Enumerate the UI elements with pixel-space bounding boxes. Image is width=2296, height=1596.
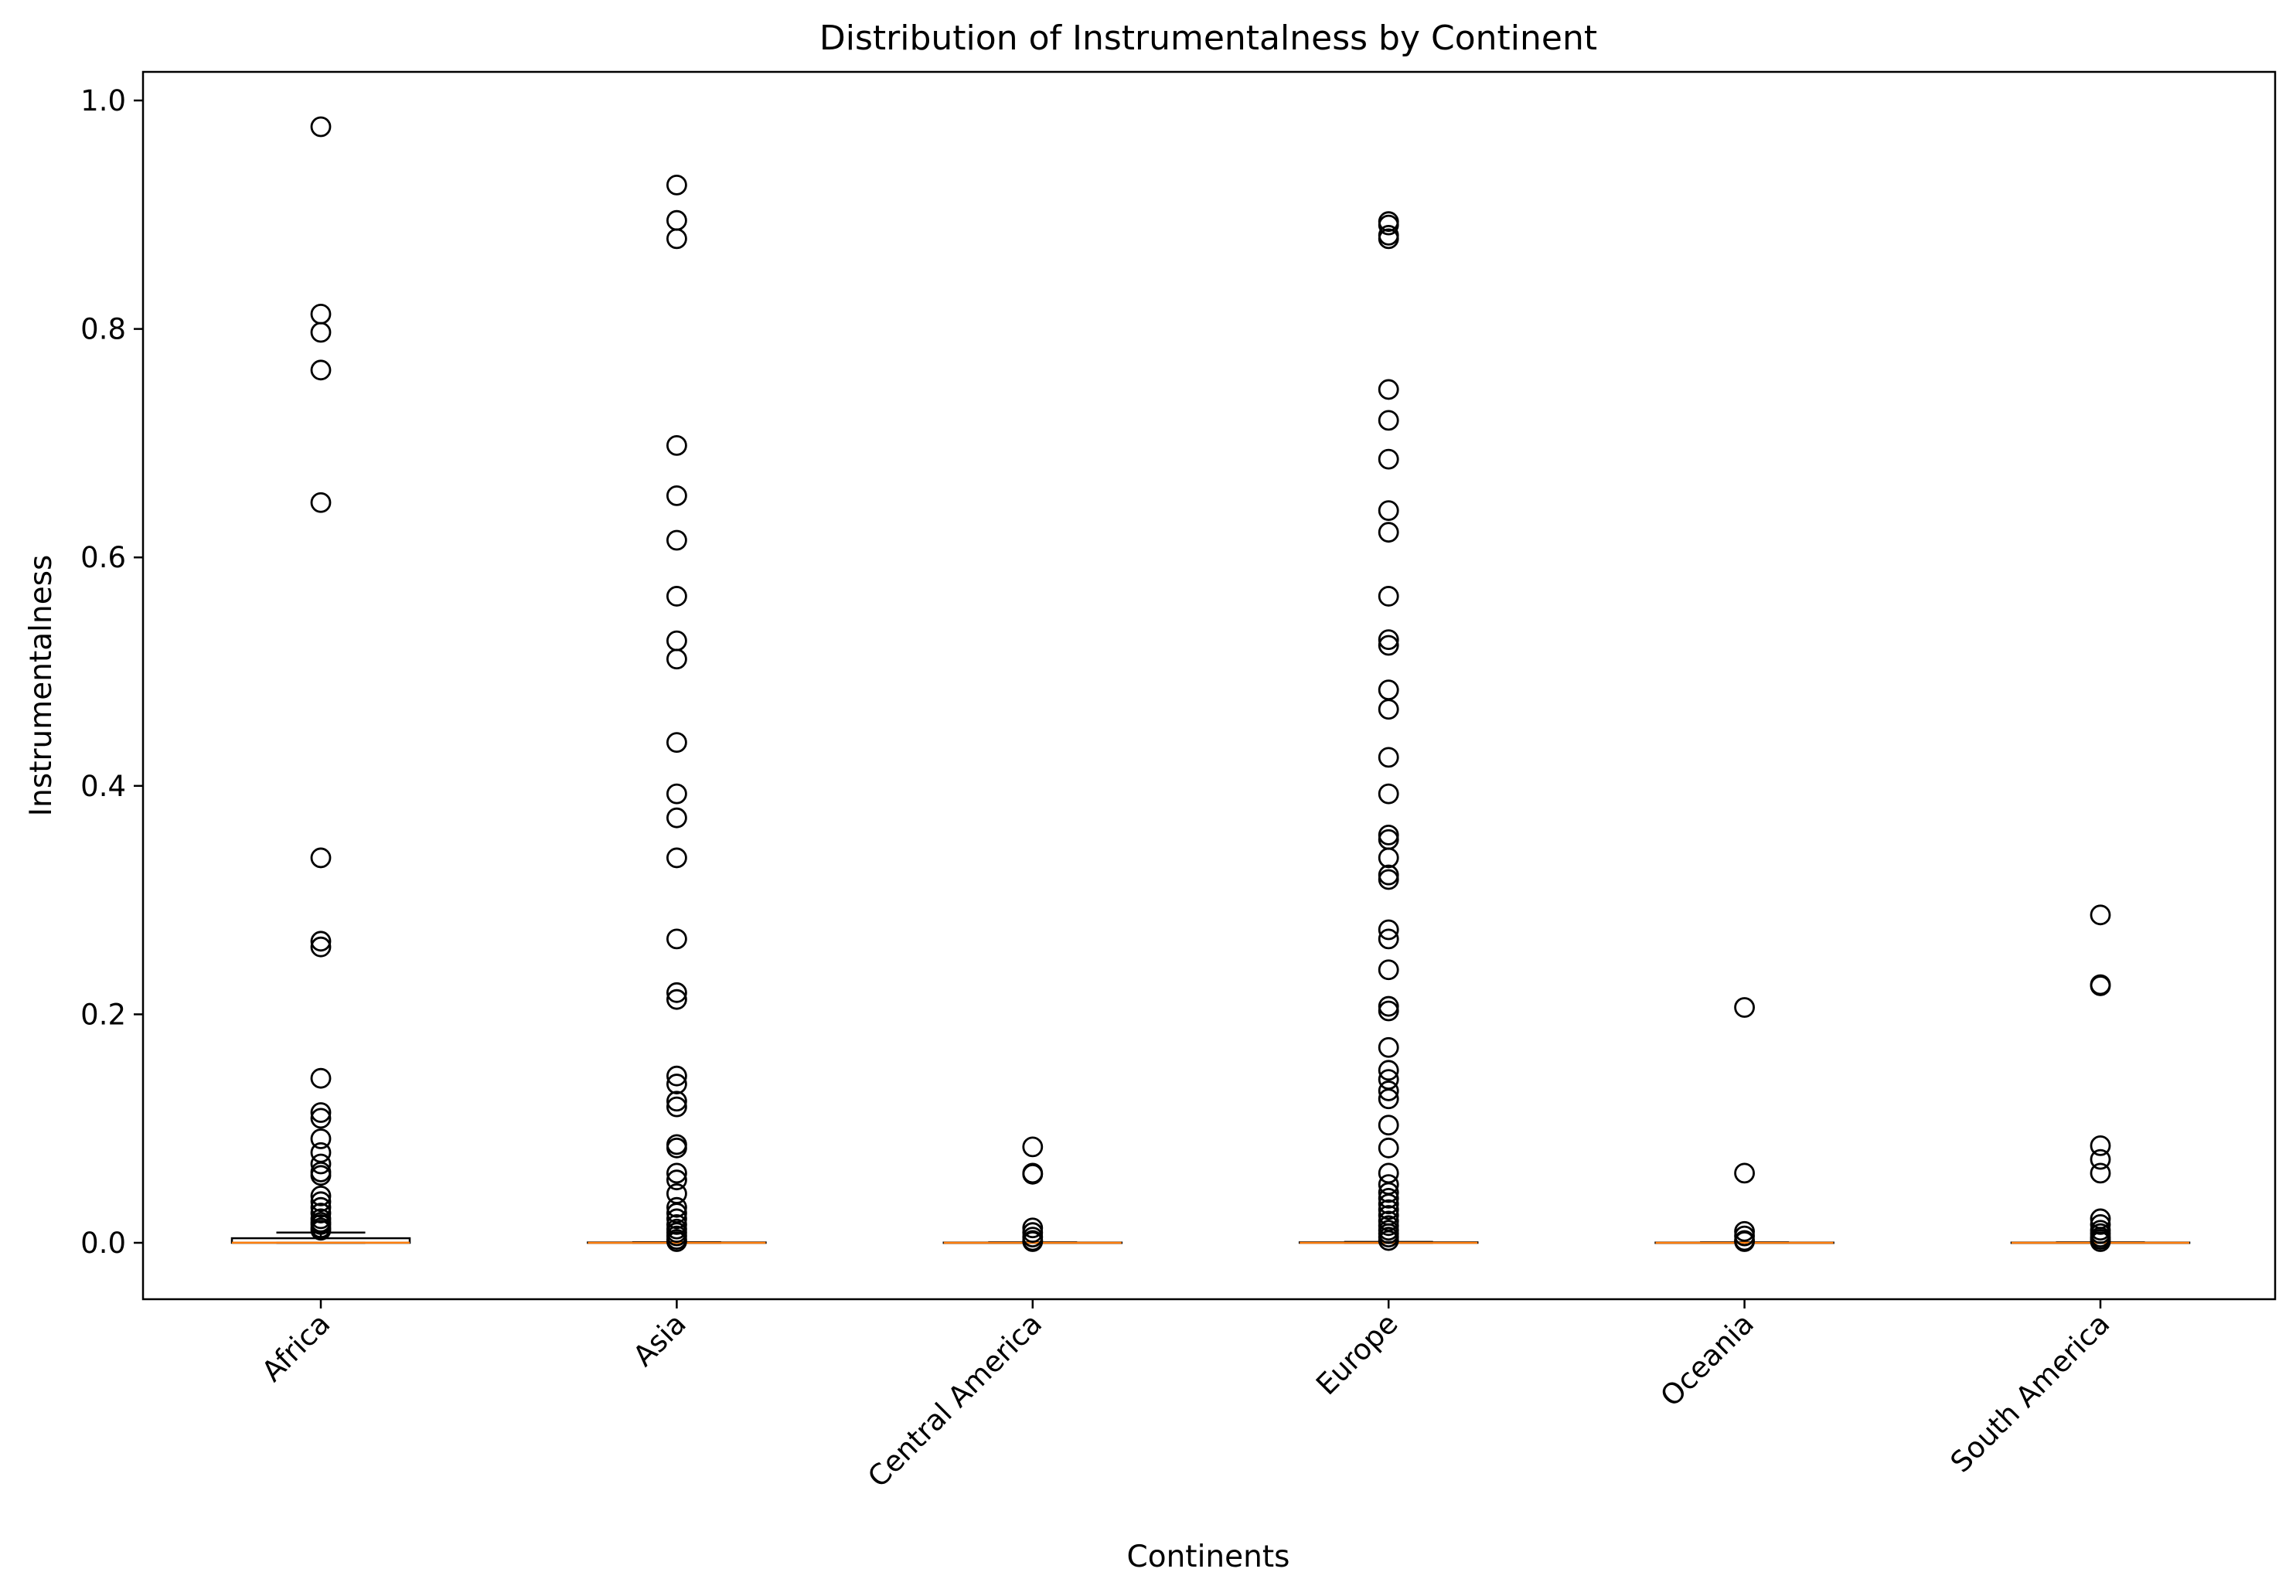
flier-point — [310, 1067, 332, 1089]
flier-point — [666, 228, 687, 250]
flier-point — [666, 1096, 687, 1118]
flier-point — [1378, 629, 1399, 651]
flier-point — [666, 847, 687, 869]
flier-point — [1378, 379, 1399, 400]
flier-point — [310, 847, 332, 869]
axes-frame — [141, 70, 2277, 1301]
flier-point — [1378, 919, 1399, 941]
flier-point — [310, 1196, 332, 1218]
flier-point — [1022, 1163, 1044, 1185]
flier-point — [1378, 699, 1399, 720]
flier-point — [1378, 783, 1399, 805]
flier-point — [666, 807, 687, 829]
chart-title: Distribution of Instrumentalness by Cont… — [819, 19, 1597, 58]
flier-point — [1734, 997, 1756, 1018]
flier-point — [1734, 1162, 1756, 1184]
flier-point — [666, 783, 687, 805]
flier-point — [2090, 1231, 2111, 1252]
flier-point — [666, 928, 687, 950]
flier-point — [1378, 1199, 1399, 1220]
flier-point — [1378, 1080, 1399, 1101]
flier-point — [666, 434, 687, 456]
flier-point — [310, 359, 332, 381]
flier-point — [310, 1153, 332, 1175]
flier-point — [1378, 928, 1399, 950]
flier-point — [1378, 228, 1399, 250]
flier-point — [1378, 214, 1399, 236]
flier-point — [1022, 1231, 1044, 1252]
flier-point — [310, 1102, 332, 1123]
flier-point — [1378, 635, 1399, 656]
flier-point — [1378, 869, 1399, 890]
flier-point — [1378, 1230, 1399, 1251]
flier-point — [666, 1196, 687, 1218]
flier-point — [1378, 1182, 1399, 1203]
flier-point — [666, 485, 687, 506]
flier-point — [310, 322, 332, 343]
flier-point — [666, 1231, 687, 1252]
y-tick-label: 0.0 — [80, 1227, 126, 1260]
flier-point — [666, 648, 687, 670]
flier-point — [1378, 1088, 1399, 1110]
flier-point — [666, 586, 687, 607]
flier-point — [666, 982, 687, 1003]
y-axis-label: Instrumentalness — [24, 555, 59, 817]
flier-point — [666, 1074, 687, 1094]
y-tick-label: 0.6 — [80, 541, 126, 574]
flier-point — [2090, 1135, 2111, 1156]
x-axis-label: Continents — [1127, 1540, 1290, 1574]
flier-point — [1378, 448, 1399, 470]
flier-point — [1378, 1137, 1399, 1159]
flier-point — [1378, 1114, 1399, 1136]
flier-point — [1378, 1187, 1399, 1209]
flier-point — [1378, 1193, 1399, 1215]
flier-point — [1378, 747, 1399, 768]
y-tick-label: 0.4 — [80, 770, 126, 803]
flier-point — [1378, 1060, 1399, 1081]
flier-point — [666, 1208, 687, 1230]
flier-point — [2090, 1162, 2111, 1184]
flier-point — [666, 732, 687, 754]
flier-point — [1378, 586, 1399, 607]
flier-point — [666, 1137, 687, 1159]
flier-point — [666, 529, 687, 551]
flier-point — [1378, 522, 1399, 543]
flier-point — [1734, 1231, 1756, 1252]
flier-point — [2090, 975, 2111, 996]
flier-point — [1378, 847, 1399, 869]
flier-point — [1378, 500, 1399, 522]
flier-point — [2090, 904, 2111, 926]
flier-point — [666, 1169, 687, 1191]
y-tick-label: 1.0 — [80, 84, 126, 117]
flier-point — [310, 1220, 332, 1241]
flier-point — [2090, 1213, 2111, 1235]
flier-point — [666, 1091, 687, 1112]
flier-point — [1378, 1000, 1399, 1022]
flier-point — [310, 931, 332, 952]
flier-point — [310, 1128, 332, 1149]
flier-point — [310, 1203, 332, 1223]
flier-point — [1378, 410, 1399, 431]
flier-point — [2090, 1149, 2111, 1170]
flier-point — [1378, 1036, 1399, 1058]
flier-point — [310, 1186, 332, 1206]
flier-point — [666, 174, 687, 196]
flier-point — [310, 492, 332, 513]
flier-point — [310, 936, 332, 958]
flier-point — [666, 1065, 687, 1087]
flier-point — [666, 989, 687, 1010]
flier-point — [1022, 1136, 1044, 1158]
flier-point — [310, 116, 332, 138]
flier-point — [1378, 959, 1399, 981]
y-tick-label: 0.8 — [80, 313, 126, 346]
flier-point — [310, 1191, 332, 1213]
y-tick-label: 0.2 — [80, 998, 126, 1031]
flier-point — [310, 1108, 332, 1129]
flier-point — [310, 1165, 332, 1186]
flier-point — [666, 1162, 687, 1184]
